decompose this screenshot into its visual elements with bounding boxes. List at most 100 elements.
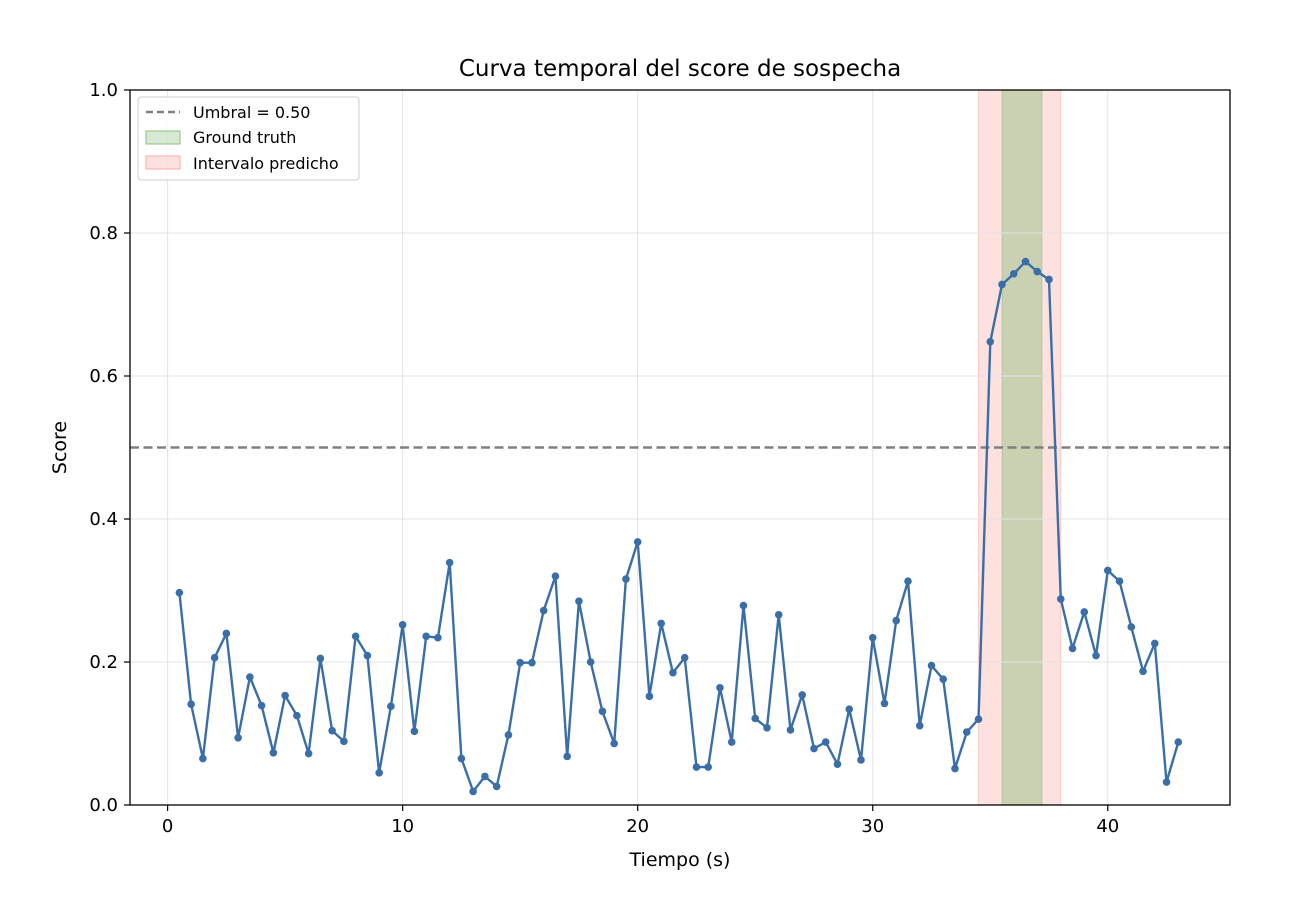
score-point	[1174, 738, 1183, 746]
score-point	[1021, 257, 1030, 266]
y-tick-label: 0.4	[89, 509, 118, 530]
score-point	[1092, 651, 1100, 660]
score-point	[445, 558, 454, 567]
score-point	[1045, 275, 1053, 284]
score-point	[504, 731, 513, 739]
series-group	[175, 257, 1183, 796]
score-point	[1056, 595, 1065, 603]
score-point	[328, 726, 336, 735]
score-point	[269, 749, 278, 757]
axes: 0 10 20 30 40 0.0 0.2 0.4 0.6 0.8 1.0	[89, 80, 1119, 837]
score-point	[998, 280, 1006, 289]
y-tick-label: 1.0	[89, 80, 118, 101]
score-point	[821, 738, 830, 746]
score-point	[951, 764, 959, 773]
score-point	[927, 661, 936, 670]
score-point	[457, 754, 466, 763]
y-tick-label: 0.8	[89, 223, 118, 244]
score-point	[739, 601, 748, 610]
score-point	[692, 763, 701, 771]
plot-frame	[129, 89, 1231, 806]
score-point	[304, 749, 313, 758]
score-point	[880, 699, 889, 708]
y-tick-label: 0.2	[89, 652, 118, 673]
score-point	[633, 538, 642, 546]
predicted-interval-band	[978, 89, 1062, 806]
score-point	[187, 700, 195, 708]
legend-threshold-label: Umbral = 0.50	[193, 103, 310, 122]
score-point	[539, 606, 548, 615]
y-tick-label: 0.0	[89, 795, 118, 816]
score-point	[175, 588, 184, 597]
y-axis-title: Score	[49, 421, 71, 474]
score-point	[422, 632, 430, 641]
x-tick-label: 10	[391, 816, 414, 837]
score-point	[763, 723, 771, 732]
score-point	[1127, 623, 1136, 631]
score-point	[375, 769, 383, 777]
score-point	[939, 675, 948, 683]
score-point	[551, 572, 560, 580]
score-point	[199, 754, 207, 763]
score-point	[1162, 778, 1171, 786]
score-point	[598, 707, 607, 716]
score-point	[222, 629, 231, 638]
score-point	[363, 651, 372, 660]
score-point	[974, 715, 983, 723]
score-point	[210, 653, 219, 662]
score-point	[1033, 267, 1042, 276]
score-point	[704, 763, 713, 771]
score-point	[257, 701, 266, 710]
y-tick-label: 0.6	[89, 366, 118, 387]
score-point	[904, 577, 912, 586]
score-point	[810, 744, 818, 753]
score-point	[857, 756, 865, 764]
score-point	[610, 739, 618, 748]
score-point	[1103, 566, 1112, 575]
score-point	[645, 692, 654, 701]
score-point	[434, 633, 442, 642]
score-point	[962, 728, 971, 736]
score-point	[398, 621, 407, 629]
score-point	[563, 752, 571, 761]
score-point	[798, 691, 807, 699]
score-point	[575, 597, 583, 606]
legend-predicted-interval-label: Intervalo predicho	[193, 154, 339, 173]
score-point	[1080, 608, 1089, 616]
score-point	[680, 653, 689, 662]
x-tick-label: 0	[162, 816, 173, 837]
score-point	[340, 737, 348, 746]
score-point	[387, 702, 395, 711]
score-point	[492, 782, 501, 791]
x-axis-title: Tiempo (s)	[629, 849, 731, 871]
score-point	[833, 760, 842, 769]
x-tick-label: 40	[1096, 816, 1119, 837]
score-point	[986, 337, 995, 346]
score-point	[1009, 269, 1018, 278]
score-point	[351, 632, 360, 641]
x-tick-label: 30	[861, 816, 884, 837]
score-point	[281, 691, 289, 700]
score-point	[669, 668, 677, 677]
score-point	[727, 738, 736, 746]
score-point	[1150, 639, 1159, 648]
score-point	[622, 575, 630, 583]
score-point	[915, 721, 924, 730]
score-point	[657, 619, 665, 628]
score-point	[1068, 644, 1077, 653]
score-point	[845, 705, 854, 713]
score-point	[234, 733, 242, 742]
score-point	[786, 726, 795, 734]
legend-predicted-interval-swatch	[145, 155, 181, 170]
score-point	[1115, 577, 1124, 586]
legend-ground-truth-label: Ground truth	[193, 128, 296, 147]
score-point	[1139, 667, 1147, 676]
score-point	[516, 658, 524, 667]
legend-ground-truth-swatch	[145, 130, 181, 145]
score-point	[868, 633, 877, 642]
score-point	[246, 673, 254, 681]
score-point	[481, 772, 489, 781]
x-tick-label: 20	[626, 816, 649, 837]
chart-title: Curva temporal del score de sospecha	[459, 56, 901, 82]
